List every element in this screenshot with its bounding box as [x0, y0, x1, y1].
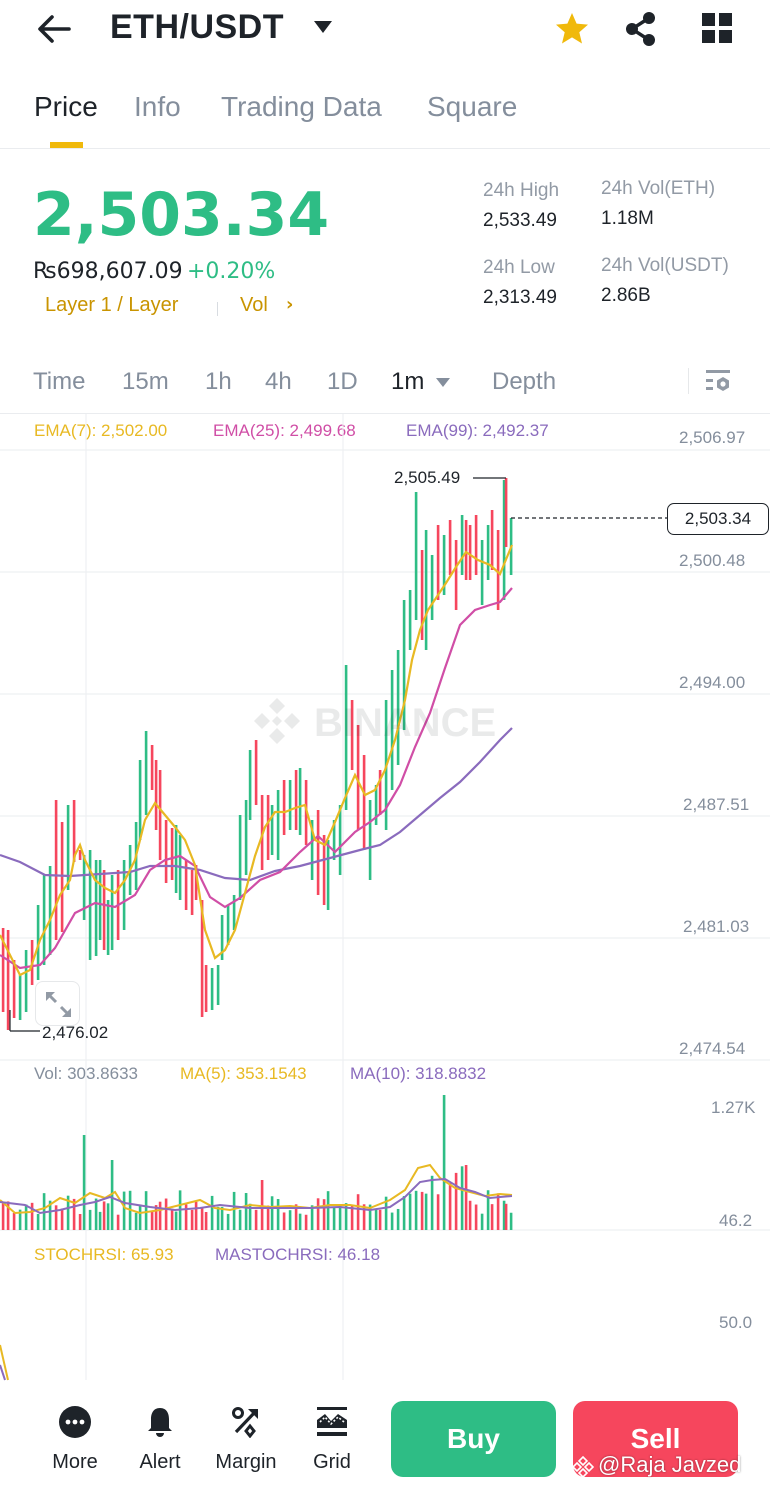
interval-1h[interactable]: 1h [205, 368, 232, 395]
sell-button[interactable]: Sell [573, 1401, 738, 1477]
divider [688, 368, 689, 394]
star-icon[interactable] [554, 11, 590, 47]
stat-low-value: 2,313.49 [483, 287, 557, 308]
share-icon[interactable] [624, 11, 658, 47]
alert-label: Alert [139, 1451, 181, 1473]
margin-button[interactable]: Margin [211, 1406, 281, 1476]
low-price-marker: 2,476.02 [42, 1023, 109, 1042]
arrow-left-icon[interactable] [34, 12, 74, 46]
stat-vol-quote-value: 2.86B [601, 285, 651, 306]
stat-low-label: 24h Low [483, 257, 555, 278]
interval-15m[interactable]: 15m [122, 368, 169, 395]
stat-vol-base-label: 24h Vol(ETH) [601, 178, 716, 199]
mastochrsi-legend: MASTOCHRSI: 46.18 [215, 1245, 381, 1264]
expand-chart-button[interactable] [35, 981, 80, 1026]
margin-icon [232, 1407, 259, 1438]
binance-watermark: BINANCE [254, 698, 496, 745]
stat-vol-quote-label: 24h Vol(USDT) [601, 255, 729, 276]
y-axis-label: 2,500.48 [679, 551, 746, 570]
grid-label: Grid [313, 1451, 351, 1473]
ema25-legend: EMA(25): 2,499.68 [213, 421, 356, 440]
tab-square[interactable]: Square [427, 91, 518, 122]
volume-ma5-legend: MA(5): 353.1543 [180, 1064, 307, 1083]
interval-time[interactable]: Time [33, 368, 86, 395]
tag-divider [217, 302, 218, 316]
ema99-legend: EMA(99): 2,492.37 [406, 421, 549, 440]
tab-bar: Price Info Trading Data Square [0, 88, 770, 149]
bell-icon [148, 1408, 172, 1437]
last-price: 2,503.34 [33, 180, 330, 250]
high-price-marker: 2,505.49 [394, 468, 461, 487]
grid-icon[interactable] [702, 13, 732, 43]
binance-logo-icon [572, 1456, 594, 1478]
y-axis-label: 2,474.54 [679, 1039, 746, 1058]
grid-trading-icon [317, 1407, 347, 1436]
pair-title[interactable]: ETH/USDT [110, 8, 284, 46]
interval-1m[interactable]: 1m [391, 368, 425, 395]
ema7-legend: EMA(7): 2,502.00 [34, 421, 168, 440]
category-tag[interactable]: Layer 1 / Layer [45, 294, 179, 316]
watermark-credit: @Raja Javzed [598, 1452, 742, 1477]
buy-button[interactable]: Buy [391, 1401, 556, 1477]
active-tab-indicator [50, 142, 83, 148]
alert-button[interactable]: Alert [125, 1406, 195, 1476]
volume-axis-label: 46.2 [719, 1211, 753, 1230]
stochrsi-legend: STOCHRSI: 65.93 [34, 1245, 174, 1264]
stat-high-label: 24h High [483, 180, 560, 201]
stoch-axis-label: 50.0 [719, 1313, 753, 1332]
fiat-price: ₨698,607.09 [33, 259, 183, 284]
more-icon [59, 1406, 91, 1438]
interval-depth[interactable]: Depth [492, 368, 557, 395]
chart-settings-icon[interactable] [704, 368, 734, 396]
svg-text:BINANCE: BINANCE [314, 701, 496, 745]
change-percent: +0.20% [187, 259, 276, 284]
volume-axis-label: 1.27K [711, 1098, 756, 1117]
y-axis-label: 2,506.97 [679, 428, 746, 447]
bottom-action-bar: More Alert Margin Grid Buy Sell [0, 1390, 770, 1491]
vol-tag[interactable]: Vol [240, 294, 268, 316]
chevron-right-icon[interactable]: › [286, 294, 294, 315]
header: ETH/USDT [0, 0, 770, 64]
volume-legend: Vol: 303.8633 [34, 1064, 138, 1083]
more-button[interactable]: More [40, 1406, 110, 1476]
volume-ma10-legend: MA(10): 318.8832 [350, 1064, 487, 1083]
y-axis-label: 2,494.00 [679, 673, 746, 692]
grid-trading-button[interactable]: Grid [297, 1406, 367, 1476]
caret-down-icon[interactable] [313, 20, 333, 34]
margin-label: Margin [215, 1451, 277, 1473]
more-label: More [52, 1451, 98, 1473]
stat-high-value: 2,533.49 [483, 210, 557, 231]
current-price-tag[interactable]: 2,503.34 [667, 503, 769, 535]
y-axis-label: 2,487.51 [683, 795, 750, 814]
y-axis-label: 2,481.03 [683, 917, 750, 936]
candlestick-chart[interactable] [0, 414, 770, 1390]
tab-info[interactable]: Info [134, 91, 181, 122]
interval-bar: Time 15m 1h 4h 1D 1m Depth [0, 360, 770, 414]
tab-price[interactable]: Price [34, 91, 98, 122]
interval-1d[interactable]: 1D [327, 368, 358, 395]
tab-trading-data[interactable]: Trading Data [221, 91, 382, 122]
caret-down-icon[interactable] [436, 378, 450, 388]
stat-vol-base-value: 1.18M [601, 208, 654, 229]
interval-4h[interactable]: 4h [265, 368, 292, 395]
expand-icon [46, 992, 71, 1017]
